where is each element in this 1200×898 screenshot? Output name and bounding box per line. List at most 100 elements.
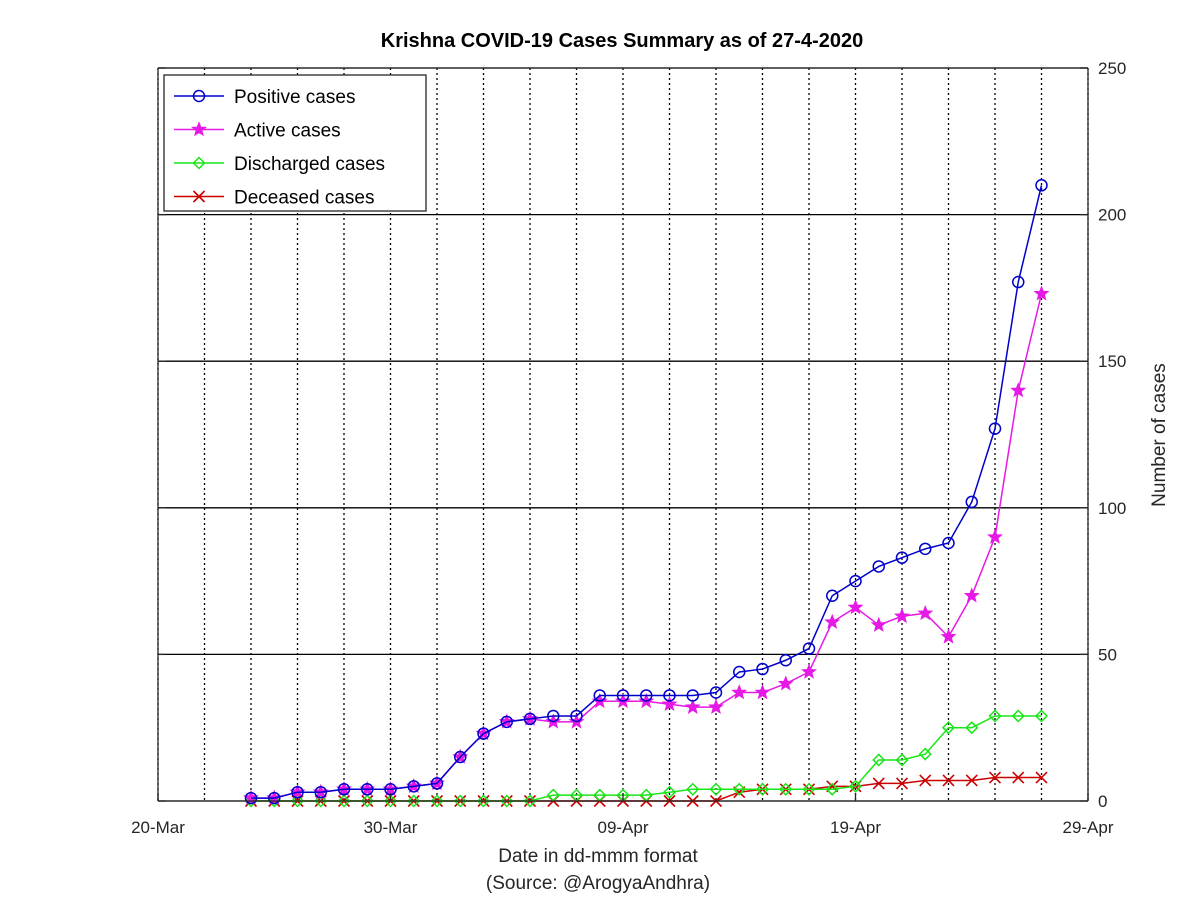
x-marker-stroke [919,774,932,787]
diamond-marker-shape [1034,709,1049,723]
circle-marker-shape [663,689,676,702]
positive-cases-point [268,791,281,805]
circle-marker-shape [640,689,653,702]
positive-cases-point [361,783,374,796]
discharged-cases-point [267,794,281,808]
legend-swatch-marker [192,89,206,103]
legend-item-positive-cases: Positive cases [174,87,355,108]
positive-cases-point [1012,275,1025,289]
star-marker-shape [940,628,957,644]
active-cases-point [731,684,748,700]
diamond-marker-shape [779,782,793,796]
positive-cases-point [733,665,746,679]
discharged-cases-point [872,753,886,767]
legend-label: Active cases [234,121,341,142]
diamond-marker-shape [709,782,723,796]
active-cases-point [801,663,817,679]
diamond-marker-shape [941,721,956,735]
circle-marker-shape [477,727,490,740]
circle-marker-shape [965,495,978,509]
discharged-cases-point [755,782,770,796]
active-cases-point [824,613,841,629]
discharged-cases-point [360,794,374,808]
chart-title: Krishna COVID-19 Cases Summary as of 27-… [381,30,863,52]
x-axis-label: Date in dd-mmm format [498,846,698,867]
legend-label: Deceased cases [234,188,374,209]
star-marker-shape [731,684,748,700]
active-cases-point [963,587,980,603]
discharged-cases-point [918,747,932,761]
discharged-cases-point [686,782,700,796]
diamond-marker-shape [383,794,398,808]
discharged-cases-point [383,794,398,808]
positive-cases-point [965,495,978,509]
positive-cases-point [477,727,490,740]
star-marker-shape [708,698,724,714]
deceased-cases-point [942,774,955,787]
positive-cases-point [849,574,862,588]
active-cases-point [1010,382,1027,398]
deceased-cases-point [895,777,909,790]
circle-marker-shape [988,422,1002,435]
circle-marker-shape [686,689,699,702]
circle-marker-shape [244,791,258,805]
star-marker-shape [894,607,910,624]
y-tick-label: 150 [1098,352,1126,371]
x-marker-stroke [988,771,1002,784]
active-cases-point [684,698,701,714]
star-marker-shape [917,604,934,621]
positive-cases-point [988,422,1002,435]
x-marker-stroke [965,774,978,787]
discharged-cases-point [709,782,723,796]
active-cases-point [847,599,864,615]
diamond-marker-shape [337,794,351,808]
deceased-cases-point [872,777,885,790]
circle-marker-shape [919,542,932,556]
diamond-marker-shape [848,779,863,793]
circle-marker-shape [849,574,862,588]
discharged-cases-point [1034,709,1049,723]
active-cases-point [940,628,957,644]
positive-cases-point [895,551,909,564]
legend-label: Discharged cases [234,154,385,175]
discharged-cases-point [662,785,677,799]
positive-cases-point [1035,179,1048,192]
discharged-cases-point [895,753,909,767]
positive-cases-point [802,642,816,655]
diamond-marker-shape [662,785,677,799]
circle-marker-shape [895,551,909,564]
legend-item-active-cases: Active cases [174,121,341,142]
circle-marker-shape [779,654,792,667]
circle-marker-shape [733,665,746,679]
y-tick-label: 200 [1098,206,1126,225]
legend-swatch-marker [192,190,206,203]
positive-cases-point [570,709,583,723]
diamond-marker-shape [244,794,258,808]
circle-marker-shape [570,709,583,723]
x-marker-stroke [1012,771,1025,784]
x-tick-label: 19-Apr [830,818,881,837]
circle-marker-shape [756,662,769,676]
star-marker-shape [847,599,864,615]
discharged-cases-point [523,794,537,808]
diamond-marker-shape [192,156,206,170]
legend-label: Positive cases [234,87,355,108]
diamond-marker-shape [500,794,514,808]
star-marker-shape [1033,285,1050,301]
x-tick-label: 30-Mar [364,818,418,837]
positive-cases-point [826,589,839,603]
discharged-cases-point [500,794,514,808]
y-tick-label: 250 [1098,59,1126,78]
circle-marker-shape [616,689,630,702]
star-marker-shape [870,616,887,632]
x-marker-stroke [942,774,955,787]
circle-marker-shape [192,89,206,103]
diamond-marker-shape [523,794,537,808]
x-marker-stroke [1035,771,1048,784]
active-cases-point [894,607,910,624]
star-marker-shape [963,587,980,603]
x-marker-stroke [872,777,885,790]
positive-cases-point [686,689,699,702]
diamond-marker-shape [732,782,746,796]
